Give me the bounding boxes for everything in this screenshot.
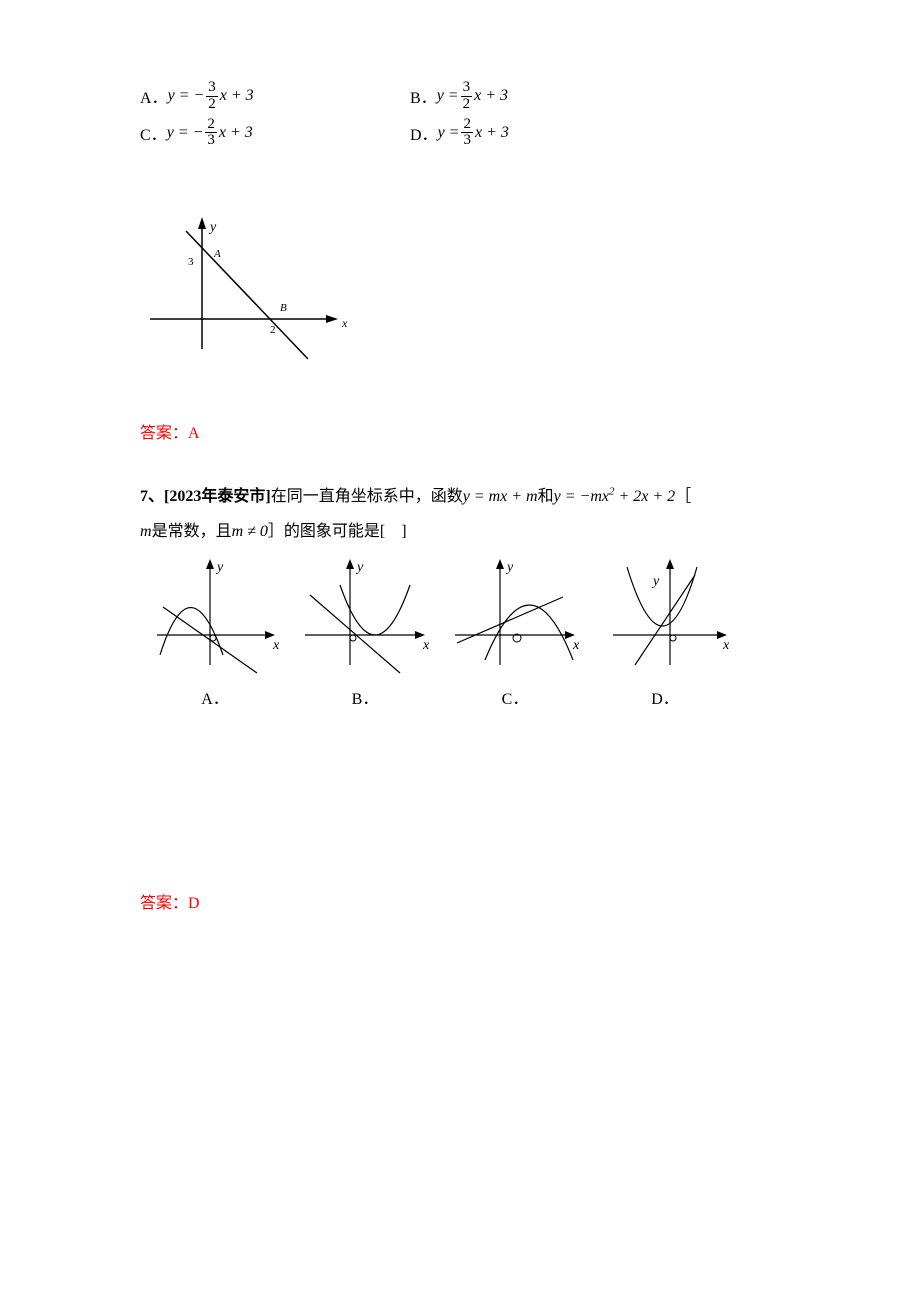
option-a-lhs: y = −: [168, 87, 205, 105]
q6-markA: A: [213, 248, 221, 260]
option-a-den: 2: [206, 96, 218, 113]
q6-tick3: 3: [188, 256, 194, 268]
q6-markB: B: [280, 302, 287, 314]
q6-diagram: y x 3 A B 2: [140, 209, 780, 389]
option-a-frac: 3 2: [206, 80, 218, 113]
svg-text:x: x: [722, 638, 730, 653]
q7-stem: 7、[2023年泰安市]在同一直角坐标系中，函数y = mx + m和y = −…: [140, 479, 780, 549]
q7-option-a: y x A．: [140, 555, 290, 709]
option-d-tail: x + 3: [475, 124, 509, 142]
q7-bracket-open: ［: [675, 488, 691, 505]
q7-d-label: D．: [651, 685, 679, 709]
q7-option-b: y x B．: [290, 555, 440, 709]
option-c-den: 3: [205, 132, 217, 149]
option-d-num: 2: [461, 117, 473, 133]
q7-b-label: B．: [352, 685, 379, 709]
svg-text:x: x: [572, 638, 580, 653]
option-d-den: 3: [461, 132, 473, 149]
q7-fn2var: x: [602, 488, 609, 505]
option-a-label: A．: [140, 84, 168, 108]
q7-option-d: y x D．: [590, 555, 740, 709]
q7-stem1: 在同一直角坐标系中，函数: [271, 488, 463, 505]
option-d-lhs: y =: [438, 124, 460, 142]
q7-mvar: m: [140, 523, 152, 540]
svg-text:y: y: [505, 560, 514, 575]
option-c-label: C．: [140, 121, 167, 145]
q6-tick2: 2: [270, 324, 276, 336]
q6-x-label: x: [341, 316, 348, 330]
svg-text:y: y: [355, 560, 364, 575]
option-d-label: D．: [410, 121, 438, 145]
option-c-frac: 2 3: [205, 117, 217, 150]
option-b-den: 2: [461, 96, 473, 113]
option-c-num: 2: [205, 117, 217, 133]
q7-fn2tail: + 2x + 2: [614, 488, 675, 505]
option-d-frac: 2 3: [461, 117, 473, 150]
q7-a-label: A．: [201, 685, 229, 709]
option-a-num: 3: [206, 80, 218, 96]
option-b-lhs: y =: [437, 87, 459, 105]
q6-chart-svg: y x 3 A B 2: [140, 209, 350, 389]
option-c: C． y = − 2 3 x + 3: [140, 117, 410, 150]
q7-stem4: ］的图象可能是[ ]: [268, 523, 407, 540]
option-b-num: 3: [461, 80, 473, 96]
option-c-tail: x + 3: [219, 124, 253, 142]
option-a: A． y = − 3 2 x + 3: [140, 80, 410, 113]
q7-source: [2023年泰安市]: [164, 488, 271, 505]
q6-y-label: y: [208, 220, 217, 235]
option-b-tail: x + 3: [474, 87, 508, 105]
q7-stem3: 是常数，且: [152, 523, 232, 540]
svg-text:y: y: [651, 574, 660, 589]
svg-text:x: x: [272, 638, 280, 653]
option-b: B． y = 3 2 x + 3: [410, 80, 680, 113]
option-b-frac: 3 2: [461, 80, 473, 113]
option-b-label: B．: [410, 84, 437, 108]
q6-options: A． y = − 3 2 x + 3 B． y = 3 2 x + 3 C． y…: [140, 80, 780, 149]
q7-option-c: y x C．: [440, 555, 590, 709]
q7-cond: m ≠ 0: [232, 523, 268, 540]
option-c-lhs: y = −: [167, 124, 204, 142]
q6-answer: 答案：A: [140, 419, 780, 443]
q7-and: 和: [538, 488, 554, 505]
q7-fn2a: y = −m: [554, 488, 602, 505]
q7-fn1: y = mx + m: [463, 488, 538, 505]
q7-diagrams: y x A． y x B．: [140, 555, 780, 709]
q7-number: 7、: [140, 488, 164, 505]
svg-text:x: x: [422, 638, 430, 653]
q7-answer: 答案：D: [140, 889, 780, 913]
q7-c-label: C．: [502, 685, 529, 709]
option-a-tail: x + 3: [220, 87, 254, 105]
svg-text:y: y: [215, 560, 224, 575]
option-d: D． y = 2 3 x + 3: [410, 117, 680, 150]
